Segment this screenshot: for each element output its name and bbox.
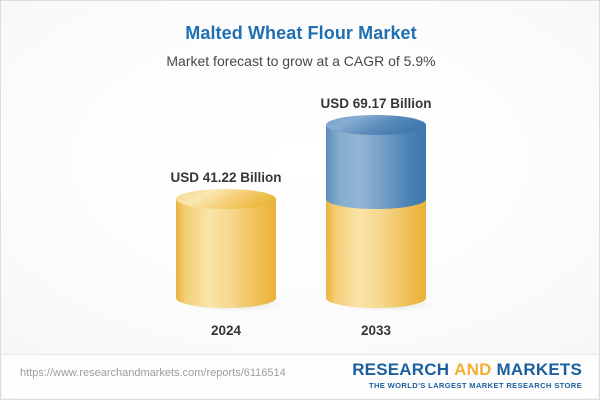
- cylinder-body-2024: [176, 199, 276, 308]
- logo-tagline: THE WORLD'S LARGEST MARKET RESEARCH STOR…: [368, 380, 582, 390]
- logo-word-research: RESEARCH: [352, 360, 450, 379]
- logo-word-markets: MARKETS: [496, 360, 582, 379]
- cylinder-bar-2024[interactable]: [176, 189, 290, 312]
- footer: https://www.researchandmarkets.com/repor…: [2, 354, 598, 398]
- cylinder-top-2024: [176, 189, 276, 209]
- page-title: Malted Wheat Flour Market: [185, 23, 417, 43]
- cylinder-segment-growth-top-2033: [326, 115, 426, 135]
- category-label-2033: 2033: [360, 323, 392, 338]
- brand-logo[interactable]: RESEARCH AND MARKETS THE WORLD'S LARGEST…: [352, 360, 582, 390]
- bar-value-label-2033: USD 69.17 Billion: [320, 96, 432, 111]
- cylinder-bar-chart: USD 41.22 Billion: [1, 1, 600, 356]
- cylinder-bar-2033[interactable]: [326, 115, 440, 312]
- cylinder-segment-base-2033: [326, 199, 426, 308]
- bar-value-label-2024: USD 41.22 Billion: [170, 170, 282, 185]
- category-label-2024: 2024: [210, 323, 242, 338]
- logo-word-and: AND: [454, 360, 492, 379]
- logo-wordmark: RESEARCH AND MARKETS: [352, 360, 582, 380]
- cylinder-segment-growth-2033: [326, 125, 426, 209]
- source-url-link[interactable]: https://www.researchandmarkets.com/repor…: [20, 367, 286, 379]
- chart-subtitle: Market forecast to grow at a CAGR of 5.9…: [166, 53, 436, 69]
